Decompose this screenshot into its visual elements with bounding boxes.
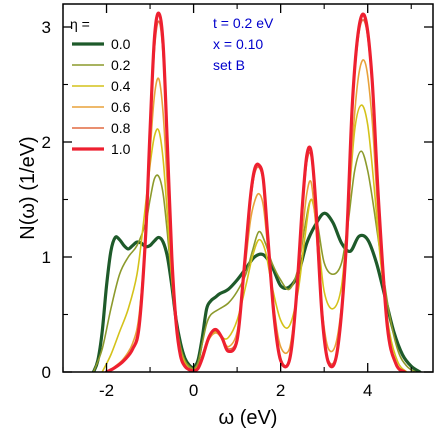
- x-tick-label: -2: [99, 381, 114, 400]
- y-tick-label: 1: [42, 248, 51, 267]
- legend-label-0-2: 0.2: [111, 57, 131, 73]
- annotation-text: t = 0.2 eV: [213, 15, 274, 31]
- y-tick-label: 3: [42, 18, 51, 37]
- tick-layer: -2 0 2 4 0 1 2 3: [42, 4, 433, 400]
- y-tick-label: 0: [42, 363, 51, 382]
- legend: η = 0.0 0.2 0.4 0.6 0.8 1.0: [70, 16, 131, 157]
- legend-title: η =: [70, 16, 90, 32]
- y-axis-label: N(ω) (1/eV): [17, 136, 39, 239]
- annotation-text: x = 0.10: [213, 36, 263, 52]
- y-tick-label: 2: [42, 133, 51, 152]
- legend-label-1-0: 1.0: [111, 141, 131, 157]
- annotations: t = 0.2 eV x = 0.10 set B: [213, 15, 274, 73]
- annotation-text: set B: [213, 57, 245, 73]
- x-axis-label: ω (eV): [219, 407, 278, 429]
- series-line-0-2: [92, 150, 417, 372]
- legend-label-0-8: 0.8: [111, 120, 131, 136]
- legend-label-0-6: 0.6: [111, 99, 131, 115]
- x-tick-label: 2: [276, 381, 285, 400]
- legend-label-0-0: 0.0: [111, 36, 131, 52]
- legend-label-0-4: 0.4: [111, 78, 131, 94]
- series-layer: [91, 11, 422, 372]
- x-tick-label: 0: [189, 381, 198, 400]
- plot-frame: [62, 3, 434, 373]
- x-tick-label: 4: [363, 381, 372, 400]
- series-line-1-0: [104, 11, 407, 372]
